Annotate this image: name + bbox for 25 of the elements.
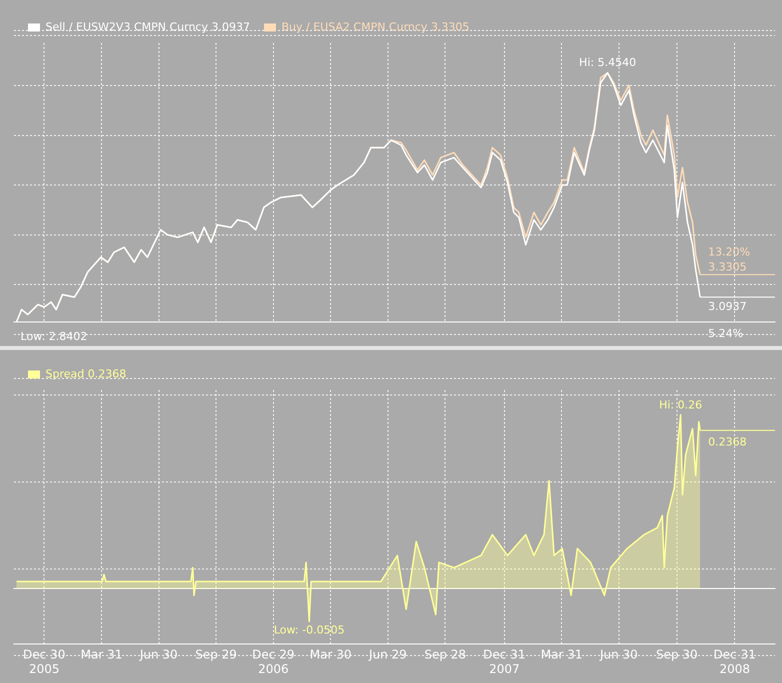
x-tick-label: Jun 30 <box>138 648 178 662</box>
annotation: Hi: 5.4540 <box>579 56 636 69</box>
x-tick-label: Sep 30 <box>656 648 698 662</box>
x-tick-label: Mar 30 <box>310 648 352 662</box>
x-tick-label: Mar 31 <box>540 648 582 662</box>
legend-label: Sell / EUSW2V3 CMPN Curncy 3.0937 <box>46 20 250 34</box>
x-tick-label: Jun 30 <box>598 648 638 662</box>
annotation: 5.24% <box>708 326 744 340</box>
x-tick-label: Jun 29 <box>368 648 407 662</box>
annotation: 13.20% <box>708 246 750 259</box>
x-tick-label: Dec 30 2005 <box>23 648 66 676</box>
x-tick-label: Dec 29 2006 <box>252 648 294 676</box>
legend-label: Buy / EUSA2 CMPN Curncy 3.3305 <box>281 20 470 34</box>
x-tick-label: Dec 31 2008 <box>714 648 756 676</box>
annotation: 0.2368 <box>708 435 747 448</box>
x-tick-label: Dec 31 2007 <box>483 648 526 676</box>
annotation: 3.3305 <box>708 260 747 274</box>
annotation: Low: 2.8402 <box>20 330 88 343</box>
legend-label: Spread 0.2368 <box>46 367 126 380</box>
x-tick-label: Mar 31 <box>80 648 122 662</box>
annotation: Hi: 0.26 <box>659 398 702 412</box>
annotation: 3.0937 <box>708 300 747 313</box>
annotation: Low: -0.0505 <box>274 623 345 636</box>
x-tick-label: Sep 28 <box>424 648 466 662</box>
x-tick-label: Sep 29 <box>195 648 237 662</box>
